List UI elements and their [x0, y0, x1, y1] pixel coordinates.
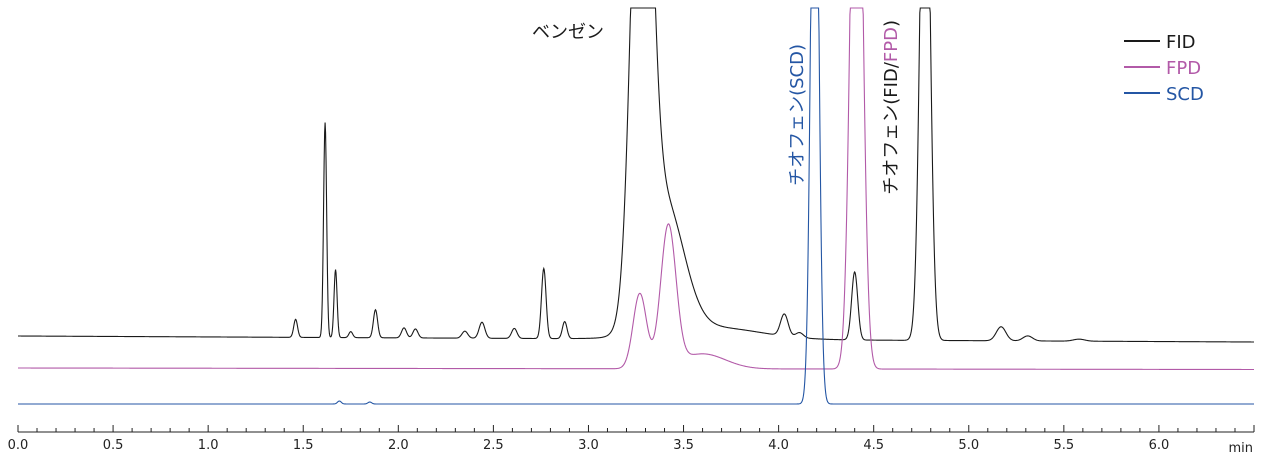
annotation-thiophene-scd: チオフェン(SCD) [787, 44, 808, 186]
legend: FID FPD SCD [1124, 32, 1204, 105]
legend-label-fid: FID [1166, 32, 1196, 53]
x-tick-label: 1.0 [198, 438, 219, 453]
x-axis-unit: min [1228, 441, 1253, 456]
legend-label-scd: SCD [1166, 84, 1204, 105]
x-tick-label: 2.5 [483, 438, 504, 453]
x-tick-label: 6.0 [1149, 438, 1170, 453]
x-tick-label: 0.0 [8, 438, 29, 453]
trace-fid [18, 7, 1254, 343]
x-axis: 0.0 0.5 1.0 1.5 2.0 2.5 3.0 3.5 4.0 4.5 5.0 5.5 6.0 … [8, 425, 1255, 456]
x-tick-label: 5.5 [1054, 438, 1075, 453]
annotation-thiophene-fid-fpd: チオフェン(FID/FPD) [881, 20, 902, 195]
x-tick-label: 3.5 [673, 438, 694, 453]
legend-label-fpd: FPD [1166, 58, 1201, 79]
x-tick-label: 0.5 [103, 438, 124, 453]
annotation-part-fpd: FPD [881, 27, 902, 62]
x-tick-label: 5.0 [958, 438, 979, 453]
annotation-part-close: ) [881, 20, 902, 27]
x-tick-label: 2.0 [388, 438, 409, 453]
trace-fpd [18, 7, 1254, 371]
x-tick-label: 1.5 [293, 438, 314, 453]
annotation-benzene: ベンゼン [532, 22, 604, 43]
x-axis-ticks: 0.0 0.5 1.0 1.5 2.0 2.5 3.0 3.5 4.0 4.5 5.0 5.5 6.0 [8, 425, 1255, 453]
trace-group [18, 7, 1254, 405]
x-tick-label: 4.5 [863, 438, 884, 453]
trace-scd [18, 7, 1254, 405]
x-tick-label: 4.0 [768, 438, 789, 453]
x-tick-label: 3.0 [578, 438, 599, 453]
annotation-part-main: チオフェン(FID/ [881, 61, 902, 195]
